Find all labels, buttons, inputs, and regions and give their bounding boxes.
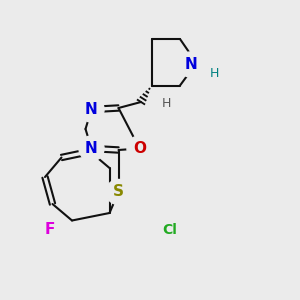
Circle shape [158,218,181,241]
Text: Cl: Cl [162,223,177,236]
Text: N: N [85,102,98,117]
Text: N: N [85,141,98,156]
Text: H: H [162,97,171,110]
Text: N: N [184,57,197,72]
Circle shape [127,136,152,161]
Text: H: H [210,67,219,80]
Circle shape [106,179,131,205]
Text: S: S [113,184,124,200]
Circle shape [79,136,104,161]
Text: F: F [44,222,55,237]
Circle shape [79,97,104,122]
Circle shape [37,217,62,242]
Circle shape [178,52,203,77]
Text: O: O [133,141,146,156]
Circle shape [156,93,177,114]
Circle shape [204,63,225,84]
